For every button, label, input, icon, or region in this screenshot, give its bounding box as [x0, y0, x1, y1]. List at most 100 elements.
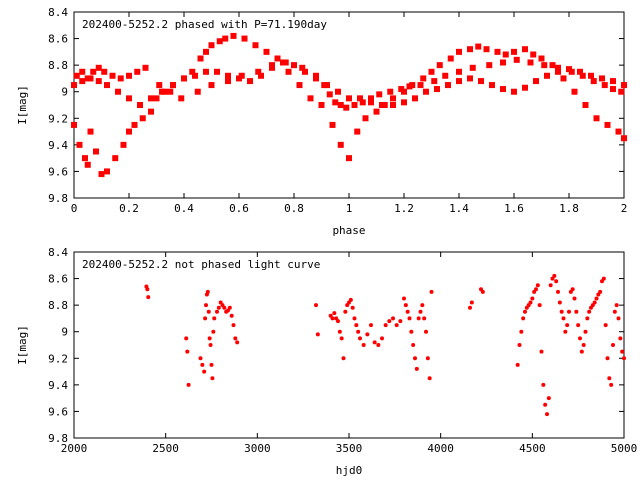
top-data-point — [73, 72, 80, 79]
bottom-data-point — [521, 316, 526, 321]
bottom-data-point — [358, 336, 362, 341]
bottom-data-point — [222, 305, 227, 310]
bottom-data-point — [350, 305, 355, 310]
top-data-point — [225, 72, 231, 79]
bottom-x-tick-label: 2500 — [152, 442, 179, 455]
bottom-data-point — [336, 319, 340, 324]
bottom-data-point — [315, 332, 320, 337]
bottom-data-point — [605, 356, 610, 361]
bottom-data-point — [611, 343, 615, 347]
top-data-point — [170, 82, 176, 89]
top-data-point — [387, 88, 394, 95]
top-data-point — [137, 102, 143, 108]
top-data-point — [590, 78, 597, 85]
bottom-panel: 202400-5252.2 not phased light curve hjd… — [16, 246, 637, 477]
top-x-tick-label: 2 — [621, 202, 628, 215]
top-data-point — [148, 95, 154, 102]
top-data-point — [307, 95, 314, 102]
top-data-point — [401, 99, 407, 106]
top-data-point — [615, 128, 622, 135]
bottom-y-tick-label: 9.2 — [48, 352, 68, 365]
top-data-point — [318, 102, 325, 108]
bottom-data-point — [204, 303, 208, 308]
top-y-tick-label: 9.2 — [48, 112, 68, 125]
top-data-point — [153, 95, 160, 102]
top-x-tick-label: 1.8 — [559, 202, 579, 215]
top-data-point — [376, 91, 383, 98]
top-y-tick-label: 9.4 — [48, 139, 68, 152]
top-x-tick-label: 0.2 — [119, 202, 139, 215]
top-data-point — [98, 171, 105, 178]
bottom-data-point — [583, 329, 588, 334]
top-data-point — [139, 115, 146, 122]
top-data-point — [203, 48, 209, 55]
top-data-point — [178, 95, 185, 102]
bottom-data-point — [203, 316, 208, 321]
bottom-data-point — [348, 297, 353, 302]
top-data-point — [82, 155, 88, 162]
bottom-data-point — [601, 276, 606, 281]
bottom-x-tick-label: 2000 — [61, 442, 88, 455]
top-data-point — [522, 84, 528, 91]
bottom-data-point — [427, 376, 432, 381]
bottom-data-point — [552, 273, 557, 278]
bottom-data-point — [614, 303, 619, 308]
bottom-x-tick-label: 4500 — [519, 442, 546, 455]
bottom-data-point — [206, 309, 211, 314]
bottom-data-point — [380, 336, 384, 341]
top-data-point — [79, 68, 86, 75]
top-data-point — [126, 128, 132, 135]
top-data-point — [368, 99, 374, 106]
top-data-point — [109, 72, 116, 79]
bottom-data-point — [356, 329, 361, 334]
top-data-point — [431, 78, 438, 85]
top-data-point — [95, 64, 102, 71]
bottom-data-point — [546, 396, 551, 401]
top-data-point — [406, 83, 413, 90]
bottom-data-point — [548, 283, 553, 288]
top-data-point — [181, 75, 187, 82]
top-data-point — [357, 95, 363, 102]
top-data-point — [95, 78, 102, 85]
top-data-point — [544, 72, 550, 79]
top-data-point — [203, 68, 209, 75]
top-data-point — [189, 68, 196, 75]
bottom-data-point — [145, 287, 150, 292]
top-data-point — [442, 72, 449, 79]
top-data-point — [335, 88, 341, 95]
bottom-data-point — [210, 376, 215, 381]
top-data-point — [373, 108, 380, 115]
bottom-data-point — [394, 323, 399, 328]
bottom-data-point — [523, 309, 527, 314]
top-data-point — [533, 78, 539, 85]
top-data-point — [549, 62, 556, 69]
bottom-data-point — [215, 309, 219, 314]
top-data-point — [579, 72, 586, 79]
top-data-point — [194, 88, 201, 95]
bottom-data-point — [517, 343, 522, 347]
top-y-tick-label: 8.8 — [48, 59, 68, 72]
bottom-data-point — [620, 349, 625, 354]
top-data-point — [456, 78, 462, 85]
bottom-data-point — [616, 316, 621, 321]
top-data-point — [467, 75, 473, 82]
top-data-point — [467, 46, 473, 53]
top-panel: 202400-5252.2 phased with P=71.190day ph… — [16, 6, 627, 237]
bottom-data-point — [579, 349, 584, 354]
bottom-data-point — [557, 300, 562, 305]
bottom-data-point — [212, 316, 217, 321]
top-data-point — [274, 55, 281, 62]
top-y-tick-label: 9 — [61, 86, 68, 99]
top-data-point — [522, 46, 528, 53]
top-data-point — [321, 82, 328, 89]
bottom-data-point — [587, 309, 592, 314]
bottom-data-point — [565, 323, 570, 328]
top-data-points — [71, 32, 627, 178]
top-data-point — [447, 55, 454, 62]
bottom-data-point — [570, 287, 575, 292]
top-data-point — [593, 115, 600, 122]
top-data-point — [84, 75, 91, 82]
top-data-point — [337, 102, 344, 108]
top-chart-title: 202400-5252.2 phased with P=71.190day — [82, 18, 327, 31]
